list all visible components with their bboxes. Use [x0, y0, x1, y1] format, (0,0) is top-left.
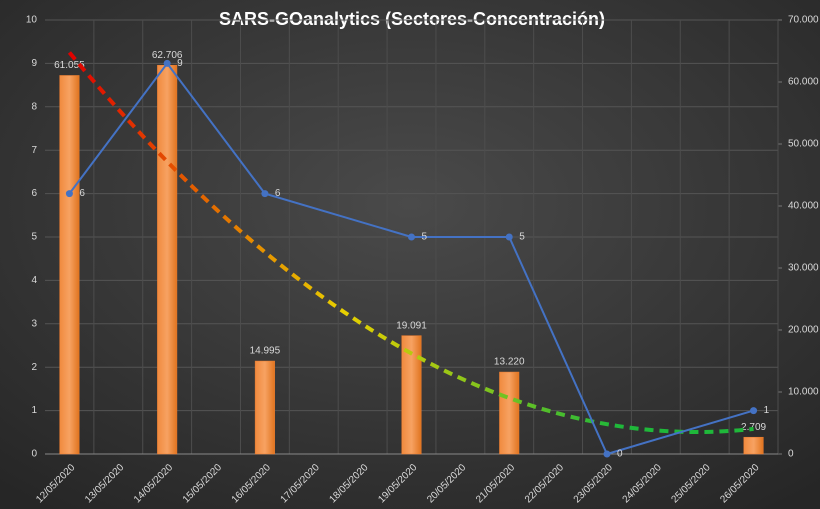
y-tick-label: 10	[26, 15, 38, 26]
y2-tick-label: 50.000	[788, 139, 819, 150]
y2-tick-label: 20.000	[788, 325, 819, 336]
line-point	[163, 59, 171, 67]
y2-tick-label: 30.000	[788, 263, 819, 274]
bar	[401, 335, 422, 455]
bar	[157, 64, 178, 455]
bar	[59, 75, 80, 455]
y2-tick-label: 0	[788, 449, 794, 460]
line-point	[603, 450, 611, 458]
y2-tick-label: 10.000	[788, 387, 819, 398]
line-value-label: 5	[422, 232, 428, 243]
y-tick-label: 1	[31, 405, 37, 416]
y-tick-label: 8	[31, 101, 37, 112]
bar-value-label: 62.706	[152, 50, 183, 61]
bar-value-label: 61.055	[54, 60, 85, 71]
line-value-label: 0	[617, 449, 623, 460]
bar-value-label: 2.709	[741, 422, 766, 433]
line-point	[65, 190, 73, 198]
bar-value-label: 19.091	[396, 320, 427, 331]
line-value-label: 1	[764, 405, 770, 416]
y2-tick-label: 60.000	[788, 77, 819, 88]
bar-value-label: 14.995	[250, 346, 281, 357]
trendline	[67, 51, 754, 435]
line-value-label: 6	[275, 188, 281, 199]
bar-value-label: 13.220	[494, 357, 525, 368]
y-tick-label: 3	[31, 318, 37, 329]
line-point	[261, 190, 269, 198]
y2-tick-label: 70.000	[788, 15, 819, 26]
y-tick-label: 5	[31, 232, 37, 243]
line-value-label: 5	[519, 232, 525, 243]
line-point	[505, 233, 513, 241]
line-point	[408, 233, 415, 241]
y-tick-label: 6	[31, 188, 37, 199]
y2-tick-label: 40.000	[788, 201, 819, 212]
line-point	[750, 407, 758, 415]
y-tick-label: 9	[31, 58, 37, 69]
y-tick-label: 0	[31, 449, 37, 460]
line-value-label: 9	[177, 58, 183, 69]
chart-title: SARS-GOanalytics (Sectores-Concentración…	[219, 9, 605, 29]
y-tick-label: 7	[31, 145, 37, 156]
y-tick-label: 2	[31, 362, 37, 373]
bar	[743, 436, 764, 455]
bar	[254, 360, 275, 455]
bar	[499, 371, 520, 455]
y-tick-label: 4	[31, 275, 37, 286]
line-value-label: 6	[79, 188, 85, 199]
